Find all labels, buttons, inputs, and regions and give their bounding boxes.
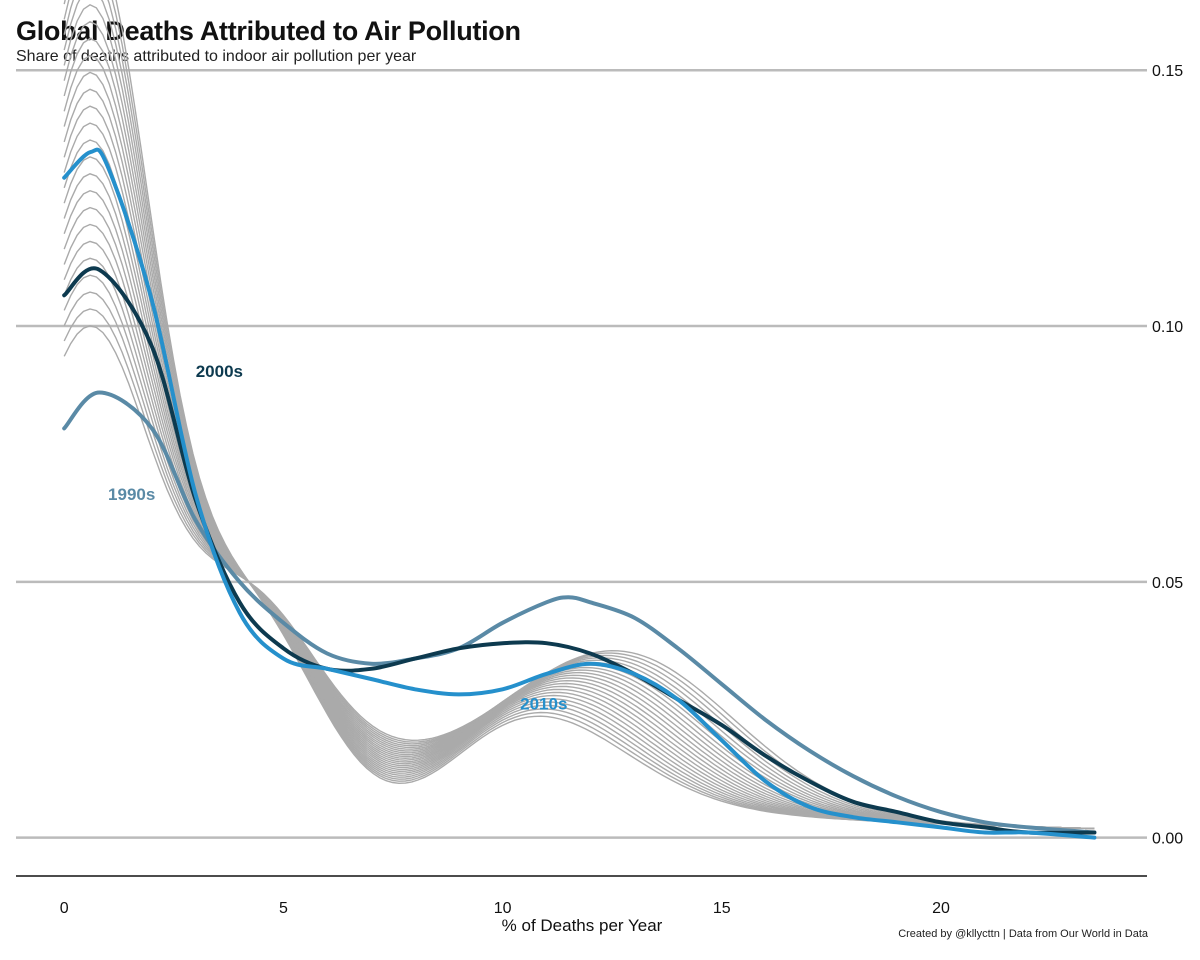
source-caption: Created by @kllycttn | Data from Our Wor…: [898, 928, 1148, 940]
x-tick-label: 5: [279, 900, 288, 917]
tick-labels: 0.00 0.05 0.10 0.15 0 5 10 15 20: [60, 63, 1183, 917]
x-tick-label: 15: [713, 900, 731, 917]
x-tick-label: 0: [60, 900, 69, 917]
series-label-1990s: 1990s: [108, 485, 155, 504]
year-density-curve: [63, 37, 1095, 830]
y-tick-label: 0.05: [1152, 575, 1183, 592]
year-density-curve: [63, 189, 1095, 830]
year-density-curve: [63, 88, 1095, 830]
y-tick-label: 0.00: [1152, 831, 1183, 848]
x-axis-label: % of Deaths per Year: [502, 916, 663, 935]
background-year-curves: [63, 0, 1095, 830]
series-label-2010s: 2010s: [520, 695, 567, 714]
year-density-curve: [63, 206, 1095, 830]
year-density-curve: [63, 223, 1095, 830]
highlight-series: [62, 147, 1097, 840]
year-density-curve: [63, 105, 1095, 830]
year-density-curve: [63, 325, 1095, 830]
series-labels: 1990s 2000s 2010s: [108, 362, 567, 714]
y-tick-label: 0.10: [1152, 319, 1183, 336]
y-tick-label: 0.15: [1152, 63, 1183, 80]
year-density-curve: [63, 156, 1095, 830]
series-label-2000s: 2000s: [196, 362, 243, 381]
x-tick-label: 20: [932, 900, 950, 917]
x-tick-label: 10: [494, 900, 512, 917]
year-density-curve: [63, 3, 1095, 830]
year-density-curve: [63, 0, 1095, 830]
series-line-1990s: [62, 390, 1097, 835]
year-density-curve: [63, 173, 1095, 830]
series-line-2010s: [62, 147, 1097, 840]
year-density-curve: [63, 122, 1095, 830]
gridlines: [16, 68, 1147, 839]
year-density-curve: [63, 71, 1095, 830]
